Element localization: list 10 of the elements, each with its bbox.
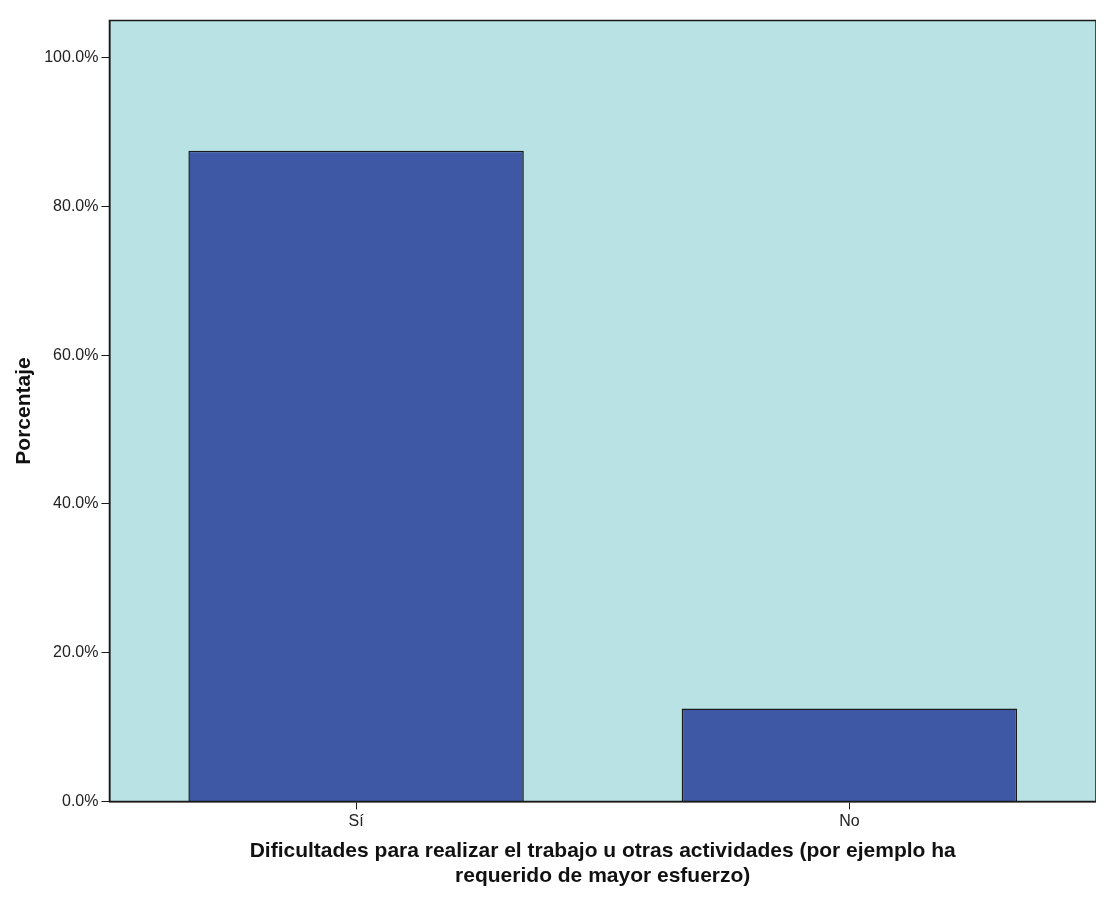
y-tick-label: 100.0% <box>44 48 99 66</box>
x-tick-label: No <box>839 812 860 830</box>
x-axis-title: Dificultades para realizar el trabajo u otras actividades (por ejemplo ha requerido de mayor esfuerzo) <box>249 838 957 887</box>
x-tick-label: Sí <box>348 812 365 830</box>
y-axis-title: Porcentaje <box>11 357 35 465</box>
y-tick-label: 40.0% <box>53 494 99 512</box>
y-tick-label: 60.0% <box>53 345 99 363</box>
y-tick-label: 80.0% <box>53 196 99 214</box>
y-tick-label: 20.0% <box>53 643 99 661</box>
y-tick-label: 0.0% <box>62 791 99 809</box>
